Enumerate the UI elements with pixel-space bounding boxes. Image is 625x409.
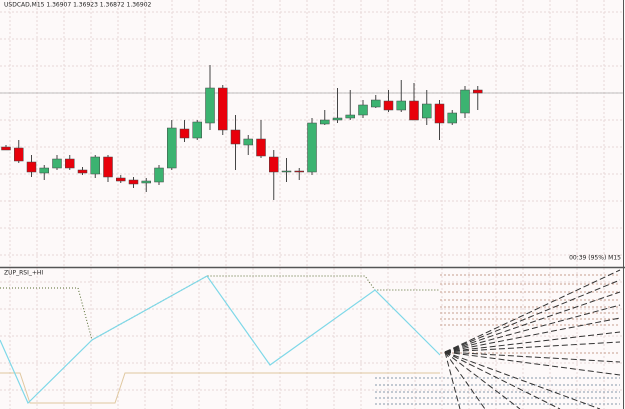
candle-body	[154, 167, 164, 183]
tan-line	[0, 372, 440, 404]
indicator-lines	[0, 269, 621, 409]
candle-body	[39, 167, 49, 174]
candle-body	[294, 170, 304, 173]
fan-lines	[444, 269, 621, 409]
candle-body	[77, 169, 88, 174]
candles	[0, 65, 623, 200]
fib-levels-low	[375, 377, 620, 405]
candle-body	[1, 146, 11, 151]
chart-header: USDCAD,M15 1.36907 1.36923 1.36872 1.369…	[4, 2, 152, 9]
candle-body	[358, 104, 368, 116]
candle-body	[345, 114, 355, 119]
candle-body	[103, 156, 113, 178]
candle-body	[320, 119, 330, 125]
candle-body	[179, 128, 190, 139]
indicator-name: ZUP_RSI_+HI	[4, 270, 43, 277]
candle-body	[269, 156, 279, 173]
zigzag	[0, 275, 441, 405]
candle-body	[167, 127, 177, 169]
candle-body	[230, 129, 241, 145]
candle-body	[409, 100, 419, 121]
candle-body	[396, 100, 406, 111]
candle-body	[52, 158, 62, 169]
candle-body	[141, 180, 151, 184]
candle-body	[243, 138, 253, 146]
candle-body	[307, 122, 317, 173]
candle-body	[473, 89, 483, 94]
candle-body	[332, 117, 343, 121]
candle-body	[281, 170, 292, 173]
candle-body	[447, 112, 457, 124]
candle-body	[371, 99, 381, 108]
candle-body	[90, 156, 100, 175]
candle-body	[434, 103, 445, 124]
candle-body	[14, 147, 24, 162]
candle-body	[65, 158, 75, 169]
candle-body	[116, 177, 126, 182]
candle-body	[256, 138, 266, 157]
candle-body	[460, 89, 470, 114]
candle-body	[422, 103, 432, 119]
bar-timer: 00:39 (95%) M15	[569, 255, 621, 262]
candle-body	[128, 179, 139, 185]
candle-body	[218, 87, 228, 131]
candle-body	[192, 121, 202, 139]
candle-body	[205, 87, 215, 124]
candle-body	[26, 161, 37, 173]
candle-body	[383, 100, 394, 111]
